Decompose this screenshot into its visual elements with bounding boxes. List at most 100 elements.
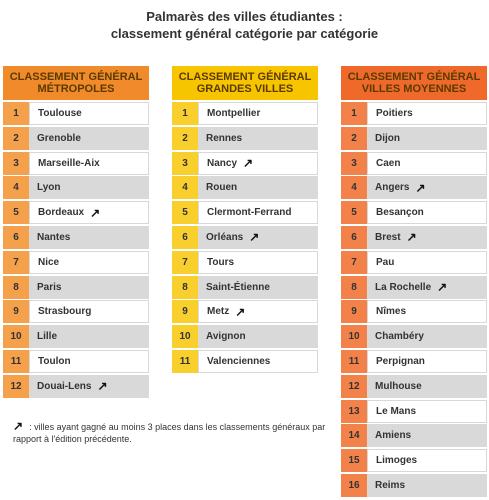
table-row: 11 Perpignan (341, 349, 487, 373)
table-row: 8 Paris (3, 275, 149, 299)
table-row: 5 Clermont-Ferrand (172, 201, 318, 225)
city-name: Nîmes (376, 306, 407, 318)
city-cell: Rennes (198, 126, 318, 150)
city-cell: Limoges (367, 449, 487, 473)
city-name: Montpellier (207, 108, 261, 119)
table-row: 9 Nîmes (341, 300, 487, 324)
city-name: Grenoble (37, 132, 81, 144)
table-row: 2 Dijon (341, 126, 487, 150)
city-cell: Avignon (198, 325, 318, 349)
rank-number: 10 (172, 325, 198, 349)
rank-number: 1 (3, 102, 29, 125)
city-name: Tours (207, 256, 235, 268)
table-row: 6 Orléans ↗ (172, 225, 318, 249)
table-row: 10 Avignon (172, 325, 318, 349)
city-name: Lyon (37, 182, 61, 194)
up-arrow-icon: ↗ (249, 230, 260, 245)
rank-number: 13 (341, 399, 367, 423)
column-header: CLASSEMENT GÉNÉRAL GRANDES VILLES (172, 66, 318, 100)
rank-number: 8 (341, 275, 367, 299)
rank-number: 11 (341, 349, 367, 373)
table-row: 7 Nice (3, 250, 149, 274)
rank-number: 2 (172, 126, 198, 150)
city-cell: Paris (29, 275, 149, 299)
up-arrow-icon: ↗ (415, 180, 426, 195)
up-arrow-icon: ↗ (406, 230, 417, 245)
rank-number: 6 (3, 225, 29, 249)
city-name: Dijon (375, 132, 400, 144)
rank-number: 9 (172, 300, 198, 324)
column-grandes-villes: CLASSEMENT GÉNÉRAL GRANDES VILLES 1 Montp… (172, 66, 318, 375)
table-row: 9 Metz ↗ (172, 300, 318, 324)
up-arrow-icon: ↗ (13, 419, 24, 433)
city-name: Brest (375, 231, 401, 243)
city-name: Saint-Étienne (206, 281, 270, 293)
city-name: Clermont-Ferrand (207, 207, 292, 219)
column-metropoles: CLASSEMENT GÉNÉRAL MÉTROPOLES 1 Toulouse 2… (3, 66, 149, 400)
rank-number: 3 (172, 151, 198, 175)
city-name: Metz (207, 306, 230, 318)
city-cell: Caen (367, 151, 487, 175)
up-arrow-icon: ↗ (243, 156, 254, 171)
table-row: 12 Mulhouse (341, 374, 487, 398)
table-row: 3 Nancy ↗ (172, 151, 318, 175)
city-cell: Marseille-Aix (29, 151, 149, 175)
city-name: La Rochelle (375, 281, 432, 293)
rank-number: 10 (341, 325, 367, 349)
city-name: Douai-Lens (37, 380, 92, 392)
city-name: Angers (375, 182, 410, 194)
table-row: 9 Strasbourg (3, 300, 149, 324)
city-name: Nancy (207, 157, 238, 169)
column-body: 1 Toulouse 2 Grenoble 3 Marseille-Aix 4 Lyon 5 Bo… (3, 102, 149, 398)
table-row: 2 Grenoble (3, 126, 149, 150)
rank-number: 5 (172, 201, 198, 225)
city-cell: Nice (29, 250, 149, 274)
table-row: 14 Amiens (341, 424, 487, 448)
rank-number: 5 (3, 201, 29, 225)
rank-number: 6 (172, 225, 198, 249)
rank-number: 1 (341, 102, 367, 125)
city-cell: Bordeaux ↗ (29, 201, 149, 225)
city-name: Amiens (375, 430, 412, 442)
city-name: Le Mans (376, 405, 417, 417)
rank-number: 11 (3, 349, 29, 373)
rank-number: 14 (341, 424, 367, 448)
up-arrow-icon: ↗ (437, 280, 448, 295)
column-body: 1 Poitiers 2 Dijon 3 Caen 4 Angers ↗ 5 Besançon 6 Br… (341, 102, 487, 497)
city-name: Avignon (206, 331, 246, 343)
city-cell: Pau (367, 250, 487, 274)
city-name: Strasbourg (38, 306, 92, 318)
city-name: Toulon (38, 355, 71, 367)
city-cell: Amiens (367, 424, 487, 448)
rank-number: 2 (341, 126, 367, 150)
table-row: 2 Rennes (172, 126, 318, 150)
city-name: Nantes (37, 231, 71, 243)
city-cell: Reims (367, 473, 487, 497)
rank-number: 10 (3, 325, 29, 349)
table-row: 11 Toulon (3, 349, 149, 373)
rank-number: 8 (172, 275, 198, 299)
city-cell: Mulhouse (367, 374, 487, 398)
city-cell: Orléans ↗ (198, 225, 318, 249)
rank-number: 3 (3, 151, 29, 175)
city-cell: Toulouse (29, 102, 149, 125)
city-cell: Strasbourg (29, 300, 149, 324)
table-row: 1 Poitiers (341, 102, 487, 125)
rank-number: 4 (3, 176, 29, 200)
table-row: 4 Rouen (172, 176, 318, 200)
city-cell: Chambéry (367, 325, 487, 349)
city-cell: La Rochelle ↗ (367, 275, 487, 299)
city-cell: Poitiers (367, 102, 487, 125)
city-name: Lille (37, 331, 58, 343)
rank-number: 7 (172, 250, 198, 274)
rank-number: 12 (3, 374, 29, 398)
column-body: 1 Montpellier 2 Rennes 3 Nancy ↗ 4 Rouen 5 Clermon… (172, 102, 318, 373)
table-row: 6 Brest ↗ (341, 225, 487, 249)
table-row: 16 Reims (341, 473, 487, 497)
city-name: Caen (376, 157, 401, 169)
city-name: Rouen (206, 182, 238, 194)
page-title: Palmarès des villes étudiantes : classem… (0, 8, 489, 42)
city-cell: Brest ↗ (367, 225, 487, 249)
city-name: Nice (38, 256, 60, 268)
rank-number: 2 (3, 126, 29, 150)
